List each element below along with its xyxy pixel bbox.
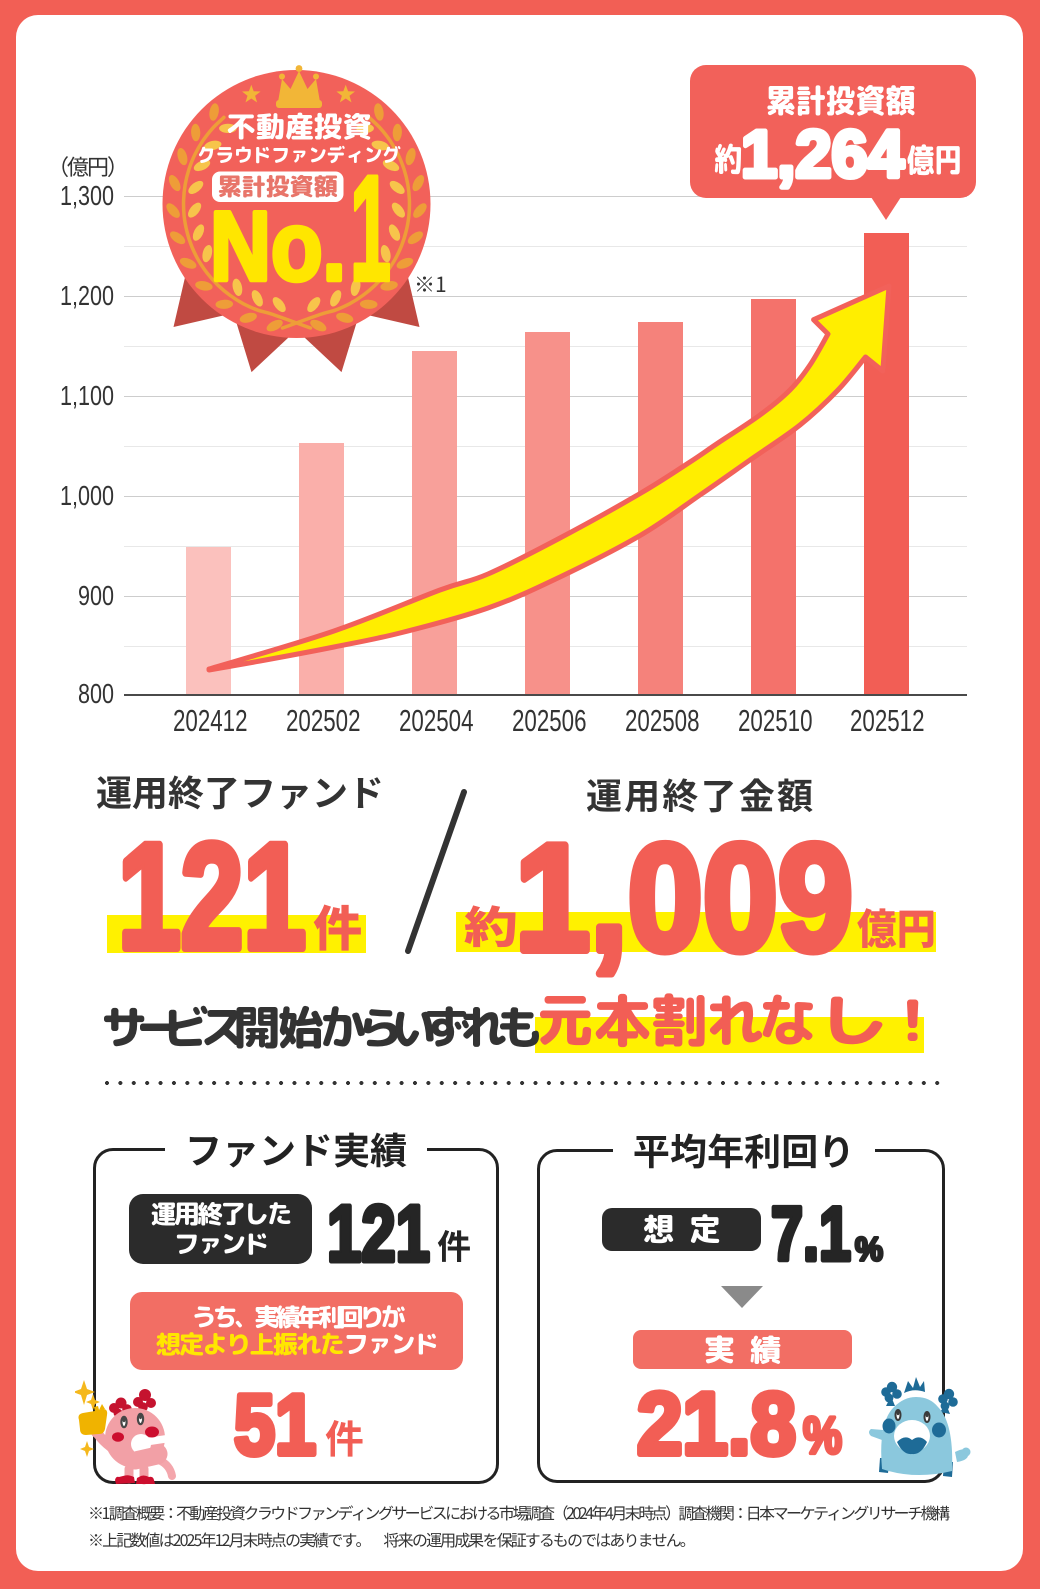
- svg-text:クラウドファンディング: クラウドファンディング: [197, 142, 401, 169]
- svg-text:51: 51: [234, 1378, 316, 1473]
- svg-text:億円: 億円: [907, 137, 962, 183]
- svg-text:！: ！: [884, 981, 941, 1060]
- svg-text:1: 1: [350, 144, 391, 312]
- svg-text:1,009: 1,009: [515, 813, 853, 983]
- svg-text:%: %: [803, 1407, 842, 1465]
- svg-text:121: 121: [327, 1189, 430, 1278]
- svg-text:件: 件: [325, 1409, 364, 1465]
- svg-text:1,264: 1,264: [741, 117, 904, 192]
- svg-text:累計投資額: 累計投資額: [218, 169, 338, 203]
- svg-text:121: 121: [118, 812, 306, 980]
- svg-text:No.: No.: [210, 191, 346, 301]
- svg-text:サービス開始からいずれも: サービス開始からいずれも: [101, 995, 542, 1059]
- svg-text:約: 約: [714, 136, 742, 182]
- svg-text:%: %: [855, 1231, 883, 1268]
- svg-text:件: 件: [437, 1220, 471, 1269]
- svg-text:件: 件: [313, 890, 362, 961]
- svg-text:し: し: [818, 981, 890, 1060]
- svg-text:不動産投資: 不動産投資: [226, 107, 371, 147]
- svg-text:7.1: 7.1: [771, 1192, 851, 1277]
- svg-text:21.8: 21.8: [637, 1374, 796, 1473]
- svg-text:累計投資額: 累計投資額: [766, 78, 915, 124]
- svg-text:億円: 億円: [856, 896, 936, 957]
- svg-text:元本割れな: 元本割れな: [537, 981, 816, 1060]
- svg-text:約: 約: [464, 892, 518, 956]
